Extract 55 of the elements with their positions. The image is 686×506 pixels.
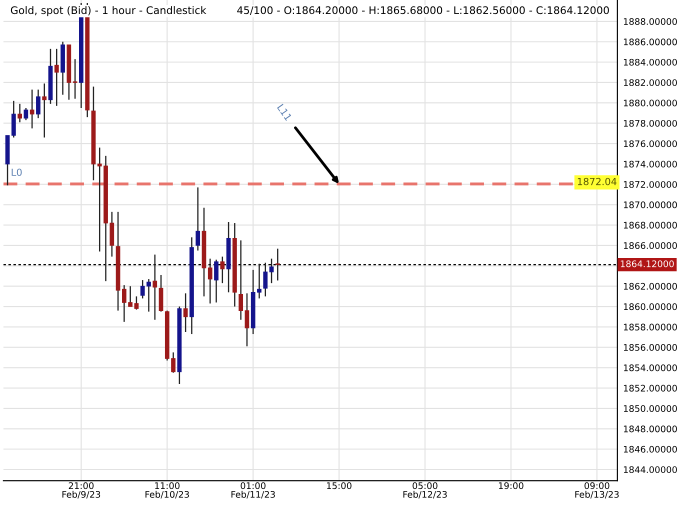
- candlestick: [244, 292, 250, 347]
- x-tick-label: 21:00 Feb/9/23: [62, 482, 100, 499]
- y-tick-label: 1888.00000: [624, 18, 677, 25]
- y-tick-label: 1856.00000: [624, 344, 677, 351]
- candlestick: [208, 258, 212, 304]
- x-tick-label: 11:00 Feb/10/23: [146, 482, 189, 499]
- ref-line-label: L0: [12, 168, 22, 176]
- y-tick-label: 1844.00000: [624, 466, 677, 474]
- candlestick: [196, 186, 200, 252]
- x-tick-label: 19:00: [498, 482, 524, 490]
- ref-line-label: 1864.12000: [620, 260, 674, 268]
- candlestick: [134, 296, 139, 310]
- candlestick: [269, 258, 274, 284]
- annotation: 1872.04: [578, 178, 616, 186]
- candlestick: [263, 262, 268, 297]
- candlestick: [183, 292, 188, 333]
- x-tick-label: 05:00 Feb/12/23: [403, 482, 447, 499]
- y-tick-label: 1846.00000: [624, 446, 677, 453]
- y-tick-label: 1868.00000: [624, 222, 677, 229]
- x-tick-label: 01:00 Feb/11/23: [231, 482, 275, 499]
- y-tick-label: 1858.00000: [624, 324, 677, 330]
- y-tick-label: 1850.00000: [624, 405, 677, 412]
- candlestick: [72, 58, 78, 100]
- x-tick-label: 09:00 Feb/13/23: [575, 482, 619, 499]
- y-tick-label: 1874.00000: [624, 160, 677, 168]
- y-tick-label: 1852.00000: [624, 384, 677, 392]
- y-tick-label: 1884.00000: [624, 58, 677, 66]
- text: 45/100 - O:1864.20000 - H:1865.68000 - L:1862.56000 - C:1864.12000: [237, 6, 609, 15]
- candlestick: [18, 103, 22, 123]
- candlestick: [24, 107, 28, 121]
- y-tick-label: 1880.00000: [624, 100, 677, 106]
- candlestick: [36, 88, 40, 119]
- y-tick-label: 1866.00000: [624, 242, 677, 249]
- y-tick-label: 1854.00000: [624, 364, 677, 372]
- y-tick-label: 1860.00000: [624, 303, 677, 310]
- candlestick: [54, 48, 59, 107]
- candlestick: [42, 82, 47, 138]
- candlestick: [220, 256, 225, 284]
- candlestick: [238, 240, 244, 320]
- y-tick-label: 1848.00000: [624, 425, 677, 432]
- candlestick: [158, 274, 164, 312]
- candlestick: [11, 100, 16, 138]
- y-tick-label: 1878.00000: [624, 120, 677, 127]
- candlestick: [214, 259, 218, 304]
- y-tick-label: 1882.00000: [624, 79, 677, 86]
- y-tick-label: 1886.00000: [624, 38, 677, 46]
- text: Gold, spot (Bid) - 1 hour - Candlestick: [10, 6, 206, 16]
- y-tick-label: 1870.00000: [624, 201, 677, 208]
- candlestick: [275, 248, 280, 282]
- candlestick: [30, 88, 34, 129]
- y-tick-label: 1872.00000: [624, 181, 677, 188]
- y-tick-label: 1862.00000: [624, 282, 677, 290]
- candlestick: [152, 254, 158, 320]
- y-tick-label: 1876.00000: [624, 140, 677, 148]
- x-tick-label: 15:00: [327, 482, 352, 490]
